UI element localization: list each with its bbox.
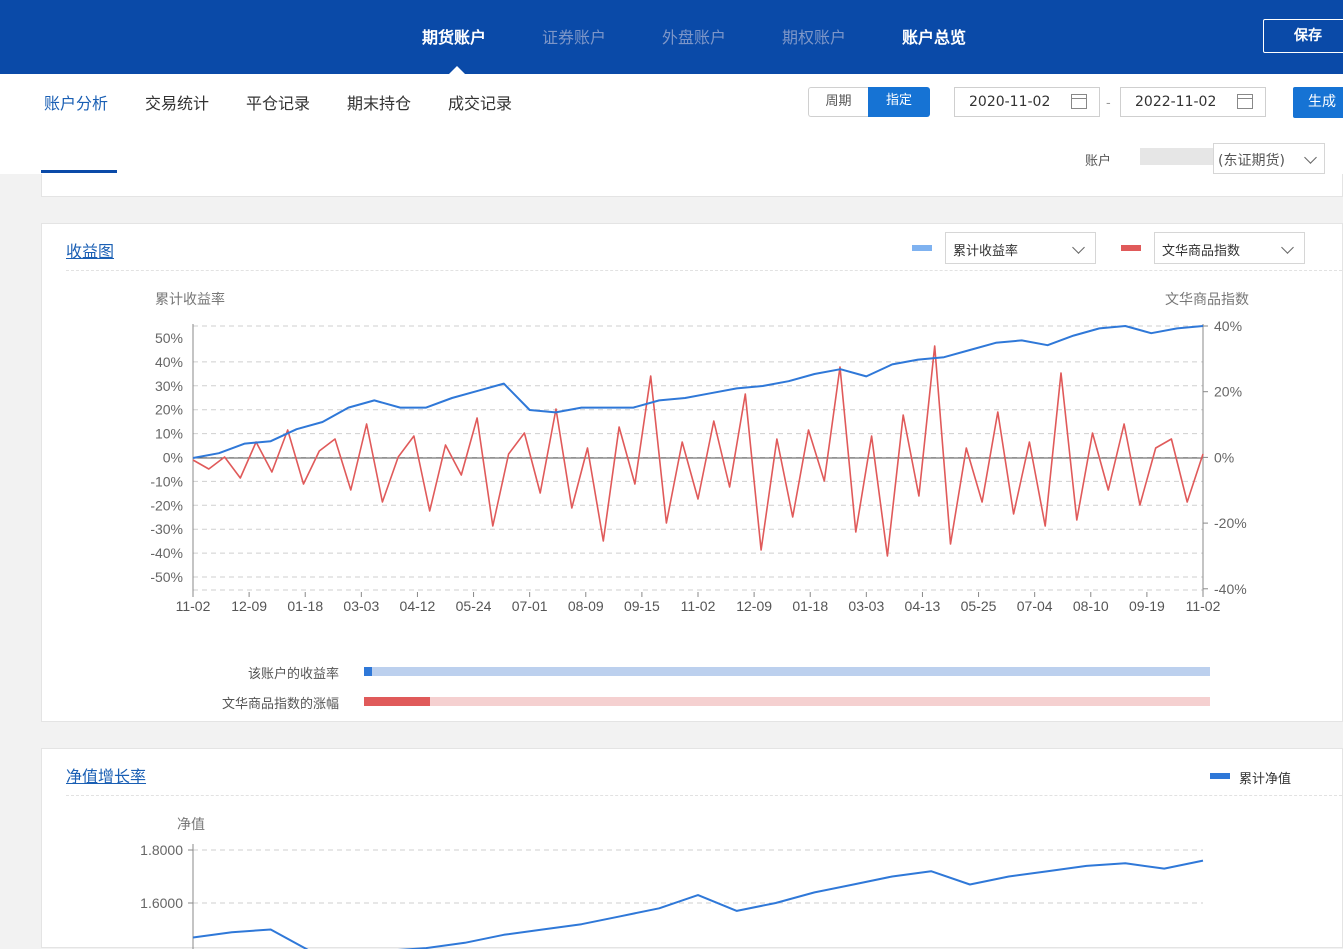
y-tick-label-left: 50% <box>155 330 183 346</box>
x-tick-label: 09-19 <box>1129 598 1165 614</box>
chevron-down-icon <box>1304 151 1317 164</box>
end-date-input[interactable]: 2022-11-02 <box>1120 87 1266 117</box>
y-tick-label-right: 20% <box>1214 384 1242 400</box>
x-tick-label: 07-01 <box>512 598 548 614</box>
account-select-value: (东证期货) <box>1218 153 1285 169</box>
x-tick-label: 05-25 <box>961 598 997 614</box>
start-date-value: 2020-11-02 <box>969 94 1051 110</box>
top-nav-bar: 期货账户 证券账户 外盘账户 期权账户 账户总览 保存 <box>0 0 1343 74</box>
progress-label-index: 文华商品指数的涨幅 <box>221 697 339 712</box>
y-tick-label: 1.6000 <box>140 895 183 911</box>
chevron-down-icon <box>1072 241 1085 254</box>
x-tick-label: 11-02 <box>1186 598 1221 614</box>
tab-account-analysis[interactable]: 账户分析 <box>44 94 109 113</box>
active-nav-caret-icon <box>449 66 465 74</box>
top-nav-account-overview[interactable]: 账户总览 <box>902 28 967 47</box>
legend-select-index[interactable]: 文华商品指数 <box>1154 232 1305 264</box>
x-tick-label: 04-12 <box>400 598 436 614</box>
x-tick-label: 04-13 <box>905 598 941 614</box>
x-tick-label: 11-02 <box>176 598 211 614</box>
calendar-icon[interactable] <box>1071 94 1087 109</box>
y-tick-label-left: -30% <box>150 521 183 537</box>
top-nav-securities-account[interactable]: 证券账户 <box>542 28 607 47</box>
tab-deal-records[interactable]: 成交记录 <box>448 94 513 113</box>
card-divider <box>66 795 1342 796</box>
y-tick-label-left: 40% <box>155 354 183 370</box>
period-option-custom[interactable]: 指定 <box>868 87 930 117</box>
y-tick-label-left: -50% <box>150 569 183 585</box>
date-range-separator: - <box>1106 96 1111 111</box>
x-tick-label: 08-10 <box>1073 598 1109 614</box>
x-tick-label: 03-03 <box>848 598 884 614</box>
y-axis-title-right: 文华商品指数 <box>1165 291 1249 307</box>
active-tab-underline <box>41 170 117 173</box>
y-tick-label-left: 0% <box>163 450 183 466</box>
series-line-account-return <box>192 325 1204 459</box>
chevron-down-icon <box>1281 241 1294 254</box>
top-nav-options-account[interactable]: 期权账户 <box>782 28 847 47</box>
x-tick-label: 07-04 <box>1017 598 1053 614</box>
card-divider <box>66 270 1342 271</box>
sub-nav-bar: 账户分析 交易统计 平仓记录 期末持仓 成交记录 <box>0 74 1343 174</box>
y-tick-label-left: 30% <box>155 378 183 394</box>
legend-swatch-nav <box>1210 773 1230 779</box>
nav-growth-card: 净值增长率 累计净值 净值 1.8000 1.6000 <box>41 748 1343 949</box>
returns-line-chart: 累计收益率 文华商品指数 50% 40% 30% 20% 10% 0% -10% -20% -30%… <box>150 291 1249 614</box>
y-tick-label-right: 40% <box>1214 318 1242 334</box>
progress-fill-index <box>364 697 430 706</box>
x-tick-label: 11-02 <box>681 598 716 614</box>
top-nav-overseas-account[interactable]: 外盘账户 <box>662 28 727 47</box>
y-tick-label-right: 0% <box>1214 449 1234 465</box>
legend-swatch-account <box>912 245 932 251</box>
account-name-masked <box>1140 148 1218 165</box>
series-line-cumulative-nav <box>192 859 1204 949</box>
progress-track-account <box>364 667 1210 676</box>
account-select[interactable]: (东证期货) <box>1213 143 1325 174</box>
calendar-icon[interactable] <box>1237 94 1253 109</box>
returns-chart-card: 收益图 累计收益率 文华商品指数 累计收益率 文华商品指数 50% 40% 30% 20%… <box>41 223 1343 722</box>
progress-label-account: 该账户的收益率 <box>247 667 339 682</box>
y-tick-label-left: -40% <box>150 545 183 561</box>
analysis-panel-strip <box>41 174 1343 197</box>
legend-swatch-index <box>1121 245 1141 251</box>
x-tick-label: 12-09 <box>231 598 267 614</box>
tab-end-positions[interactable]: 期末持仓 <box>347 94 412 113</box>
y-tick-label-left: 20% <box>155 402 183 418</box>
x-tick-label: 03-03 <box>343 598 379 614</box>
series-line-index <box>192 345 1204 557</box>
save-button[interactable]: 保存 <box>1263 19 1343 53</box>
start-date-input[interactable]: 2020-11-02 <box>954 87 1100 117</box>
legend-select-account-return[interactable]: 累计收益率 <box>945 232 1096 264</box>
legend-label-nav: 累计净值 <box>1239 772 1292 787</box>
tab-closing-records[interactable]: 平仓记录 <box>246 94 311 113</box>
y-tick-label: 1.8000 <box>140 842 183 858</box>
top-nav-futures-account[interactable]: 期货账户 <box>422 28 487 47</box>
y-axis-title-left: 累计收益率 <box>155 291 225 307</box>
legend-select-account-return-value: 累计收益率 <box>953 244 1019 259</box>
generate-button[interactable]: 生成 <box>1293 87 1343 118</box>
x-tick-label: 08-09 <box>568 598 604 614</box>
nav-line-chart: 净值 1.8000 1.6000 <box>140 816 1204 949</box>
returns-chart-title[interactable]: 收益图 <box>66 242 115 261</box>
y-tick-label-left: 10% <box>155 426 183 442</box>
end-date-value: 2022-11-02 <box>1135 94 1217 110</box>
progress-track-index <box>364 697 1210 706</box>
x-tick-label: 12-09 <box>736 598 772 614</box>
period-option-cycle[interactable]: 周期 <box>808 87 868 117</box>
x-tick-label: 09-15 <box>624 598 660 614</box>
y-tick-label-right: -40% <box>1214 581 1247 597</box>
y-axis-title: 净值 <box>177 816 205 832</box>
tab-trade-statistics[interactable]: 交易统计 <box>145 94 210 113</box>
progress-fill-account <box>364 667 373 676</box>
y-tick-label-left: -20% <box>150 497 183 513</box>
y-tick-label-right: -20% <box>1214 515 1247 531</box>
x-tick-label: 01-18 <box>792 598 828 614</box>
nav-growth-title[interactable]: 净值增长率 <box>66 767 147 786</box>
x-tick-label: 01-18 <box>287 598 323 614</box>
account-label: 账户 <box>1085 154 1112 169</box>
x-tick-label: 05-24 <box>456 598 492 614</box>
y-tick-label-left: -10% <box>150 473 183 489</box>
legend-select-index-value: 文华商品指数 <box>1162 244 1241 259</box>
